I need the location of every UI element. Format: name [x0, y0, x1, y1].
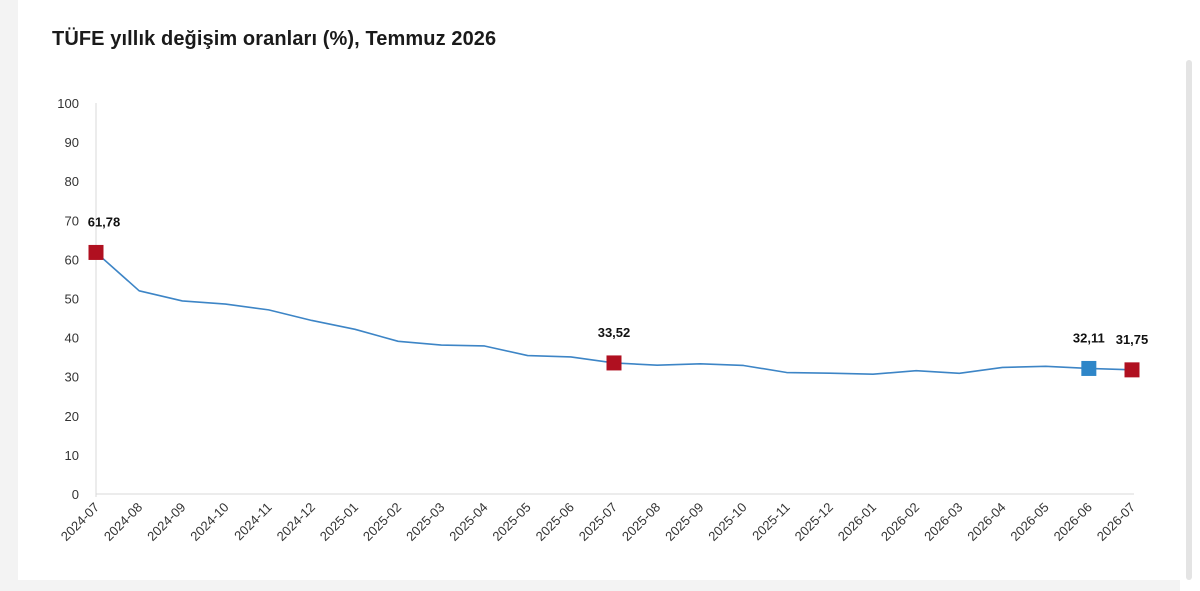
- data-label: 32,11: [1073, 330, 1105, 345]
- x-tick-label: 2025-09: [662, 500, 706, 544]
- x-tick-label: 2024-08: [101, 500, 145, 544]
- x-tick-label: 2026-01: [835, 500, 879, 544]
- data-point-marker: [1124, 362, 1140, 378]
- x-tick-label: 2024-12: [274, 500, 318, 544]
- chart-card: [18, 0, 1180, 580]
- y-tick-label: 10: [65, 448, 79, 463]
- x-tick-label: 2025-02: [360, 500, 404, 544]
- data-label: 31,75: [1116, 332, 1149, 347]
- y-tick-label: 50: [65, 292, 79, 307]
- data-point-marker: [606, 355, 622, 371]
- y-tick-label: 30: [65, 370, 79, 385]
- x-tick-label: 2026-05: [1007, 500, 1051, 544]
- x-tick-label: 2026-07: [1094, 500, 1138, 544]
- x-tick-label: 2025-11: [749, 500, 793, 544]
- x-tick-label: 2024-09: [144, 500, 188, 544]
- x-tick-label: 2025-10: [705, 500, 749, 544]
- highlight-markers: [88, 244, 1140, 378]
- scrollbar-thumb[interactable]: [1186, 60, 1192, 580]
- y-tick-label: 40: [65, 331, 79, 346]
- x-tick-label: 2025-08: [619, 500, 663, 544]
- x-tick-label: 2026-04: [964, 500, 1008, 544]
- y-tick-label: 0: [72, 487, 79, 502]
- x-tick-label: 2024-07: [58, 500, 102, 544]
- y-tick-label: 90: [65, 135, 79, 150]
- x-tick-label: 2024-11: [231, 500, 275, 544]
- y-tick-label: 20: [65, 409, 79, 424]
- x-tick-label: 2025-05: [489, 500, 533, 544]
- data-label: 33,52: [598, 325, 631, 340]
- x-tick-label: 2025-01: [317, 500, 361, 544]
- x-tick-label: 2025-07: [576, 500, 620, 544]
- data-point-marker: [1081, 360, 1097, 376]
- data-label: 61,78: [88, 214, 121, 229]
- x-tick-label: 2025-12: [792, 500, 836, 544]
- y-tick-label: 70: [65, 213, 79, 228]
- y-axis: 0 10 20 30 40 50 60 70 80 90 100: [57, 96, 97, 502]
- x-tick-label: 2026-02: [878, 500, 922, 544]
- y-tick-label: 80: [65, 174, 79, 189]
- x-tick-label: 2025-03: [403, 500, 447, 544]
- x-tick-label: 2026-03: [921, 500, 965, 544]
- data-point-marker: [88, 244, 104, 260]
- chart-title: TÜFE yıllık değişim oranları (%), Temmuz…: [52, 28, 497, 50]
- x-tick-label: 2026-06: [1051, 500, 1095, 544]
- data-labels: 61,78 33,52 32,11 31,75: [88, 214, 1149, 346]
- y-tick-label: 60: [65, 252, 79, 267]
- x-tick-label: 2024-10: [187, 500, 231, 544]
- x-tick-label: 2025-04: [446, 500, 490, 544]
- x-tick-label: 2025-06: [533, 500, 577, 544]
- y-tick-label: 100: [57, 96, 79, 111]
